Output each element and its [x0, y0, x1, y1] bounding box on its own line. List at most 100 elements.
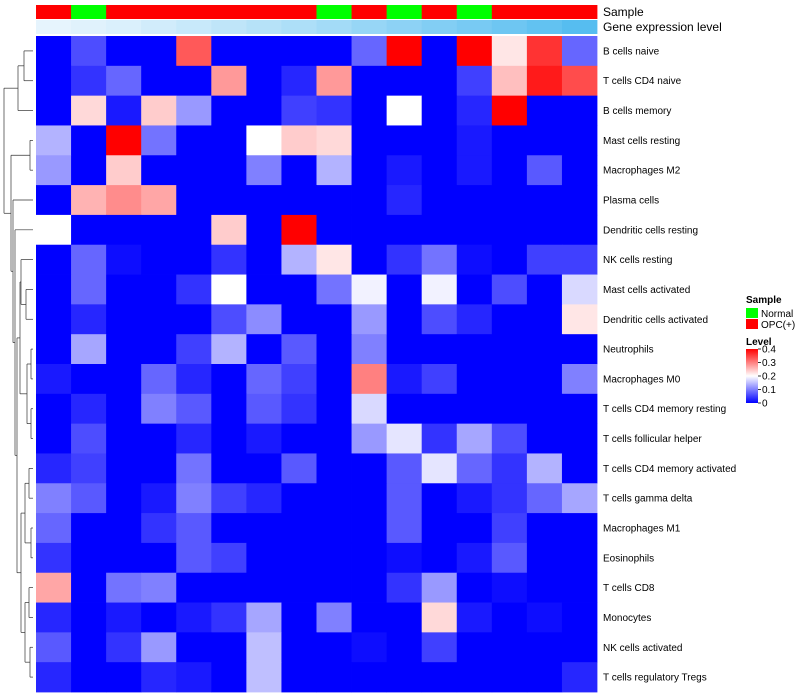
- heatmap-cell: [281, 513, 317, 544]
- row-label: T cells regulatory Tregs: [603, 673, 707, 684]
- sample-annotation-cell: [71, 5, 107, 19]
- annotation-tracks: [36, 5, 598, 34]
- heatmap-cell: [176, 542, 212, 574]
- legend-level-colorbar: [746, 349, 758, 403]
- heatmap-cell: [36, 244, 72, 275]
- heatmap-cell: [281, 274, 317, 305]
- heatmap-cell: [526, 334, 563, 365]
- heatmap-cell: [176, 393, 212, 425]
- heatmap-cell: [456, 393, 493, 425]
- heatmap-cell: [71, 423, 107, 454]
- gene-expression-annotation-cell: [36, 20, 72, 34]
- heatmap-cell: [491, 214, 528, 246]
- gene-expression-annotation-cell: [71, 20, 107, 34]
- heatmap-cell: [106, 602, 142, 633]
- heatmap-cell: [316, 662, 352, 693]
- heatmap-cell: [421, 602, 458, 633]
- heatmap-cell: [351, 36, 388, 67]
- heatmap-cell: [491, 125, 528, 156]
- heatmap-cell: [141, 423, 177, 454]
- row-label: Macrophages M0: [603, 374, 681, 385]
- heatmap-cell: [211, 632, 247, 663]
- row-dendrogram: [3, 50, 33, 678]
- heatmap-cell: [246, 244, 282, 275]
- heatmap-cell: [106, 334, 142, 365]
- row-label: T cells CD4 memory activated: [603, 464, 736, 475]
- heatmap-cell: [386, 572, 423, 603]
- heatmap-cell: [316, 65, 352, 97]
- heatmap-cell: [176, 483, 212, 514]
- legend-entry-normal: Normal: [761, 309, 793, 320]
- heatmap-cell: [491, 364, 528, 395]
- heatmap-cell: [106, 155, 142, 186]
- heatmap-cell: [141, 95, 177, 126]
- heatmap-cell: [491, 36, 528, 67]
- heatmap-cell: [176, 155, 212, 186]
- heatmap-cell: [141, 125, 177, 156]
- heatmap-cell: [526, 513, 563, 544]
- heatmap-cell: [421, 125, 458, 156]
- heatmap-cell: [281, 65, 317, 97]
- heatmap-cell: [246, 393, 282, 425]
- row-label: B cells memory: [603, 106, 671, 117]
- heatmap-cell: [71, 125, 107, 156]
- heatmap-cell: [351, 662, 388, 693]
- legend-tick-label: 0.4: [762, 345, 776, 356]
- heatmap-cell: [526, 125, 563, 156]
- heatmap-cell: [526, 65, 563, 97]
- row-label: Neutrophils: [603, 345, 654, 356]
- heatmap-cell: [351, 65, 388, 97]
- heatmap-cell: [421, 423, 458, 454]
- heatmap-cell: [36, 572, 72, 603]
- heatmap-cell: [176, 36, 212, 67]
- heatmap-cell: [36, 274, 72, 305]
- heatmap-cell: [141, 364, 177, 395]
- legend-tick-label: 0.3: [762, 358, 776, 369]
- heatmap-cell: [176, 423, 212, 454]
- heatmap-cell: [246, 513, 282, 544]
- heatmap-cell: [246, 423, 282, 454]
- heatmap-cell: [176, 95, 212, 126]
- gene-expression-annotation-cell: [491, 20, 528, 34]
- heatmap-cell: [316, 542, 352, 574]
- heatmap-cell: [36, 542, 72, 574]
- heatmap-cell: [246, 334, 282, 365]
- legend-swatch-normal: [746, 308, 758, 318]
- heatmap-cell: [316, 393, 352, 425]
- heatmap-cell: [211, 95, 247, 126]
- heatmap-cell: [316, 95, 352, 126]
- heatmap-cell: [491, 453, 528, 484]
- heatmap-cell: [316, 125, 352, 156]
- heatmap-cell: [526, 602, 563, 633]
- heatmap-cell: [106, 423, 142, 454]
- heatmap-cell: [526, 632, 563, 663]
- heatmap-cell: [386, 453, 423, 484]
- heatmap-cell: [106, 572, 142, 603]
- heatmap-cell: [176, 334, 212, 365]
- heatmap-cell: [281, 572, 317, 603]
- heatmap-cell: [351, 185, 388, 216]
- heatmap-cell: [141, 513, 177, 544]
- heatmap-cell: [491, 393, 528, 425]
- heatmap-cell: [421, 214, 458, 246]
- heatmap-cell: [351, 304, 388, 335]
- heatmap-cell: [351, 334, 388, 365]
- heatmap-cell: [526, 155, 563, 186]
- heatmap-cell: [141, 65, 177, 97]
- heatmap-cell: [316, 244, 352, 275]
- heatmap-cell: [71, 185, 107, 216]
- heatmap-cell: [456, 185, 493, 216]
- heatmap-cell: [351, 125, 388, 156]
- heatmap-cell: [421, 36, 458, 67]
- heatmap-cell: [71, 453, 107, 484]
- heatmap-cell: [71, 274, 107, 305]
- heatmap-cell: [211, 125, 247, 156]
- heatmap-cell: [316, 364, 352, 395]
- sample-annotation-cell: [421, 5, 458, 19]
- heatmap-cell: [176, 125, 212, 156]
- heatmap-cell: [141, 572, 177, 603]
- heatmap-cell: [561, 244, 598, 275]
- row-label: Eosinophils: [603, 553, 654, 564]
- heatmap-cell: [561, 304, 598, 335]
